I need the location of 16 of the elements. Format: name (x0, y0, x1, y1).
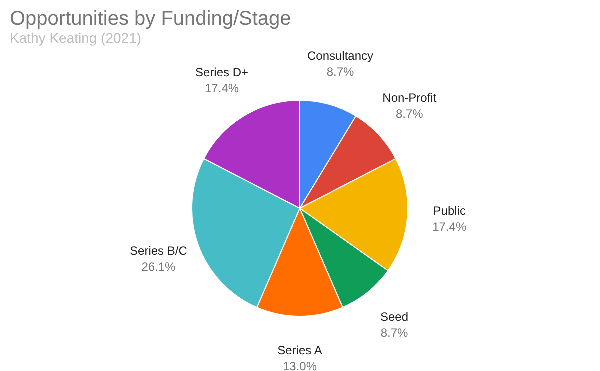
slice-label: Series D+ (196, 65, 249, 80)
data-label: 26.1% (142, 260, 176, 274)
slice-label: Public (433, 204, 466, 218)
data-label: 8.7% (396, 107, 424, 122)
data-label: 17.4% (432, 220, 467, 234)
slice-label: Non-Profit (382, 91, 438, 106)
slice-label: Series B/C (130, 244, 188, 258)
slice-label: Series A (278, 344, 322, 358)
slice-label: Seed (380, 310, 409, 324)
slice-label: Consultancy (307, 49, 374, 64)
data-label: 8.7% (326, 65, 354, 80)
data-label: 8.7% (380, 326, 409, 340)
data-label: 17.4% (205, 81, 240, 96)
chart-title: Opportunities by Funding/Stage (10, 8, 292, 30)
data-label: 13.0% (282, 360, 318, 371)
chart-subtitle: Kathy Keating (2021) (10, 30, 142, 46)
